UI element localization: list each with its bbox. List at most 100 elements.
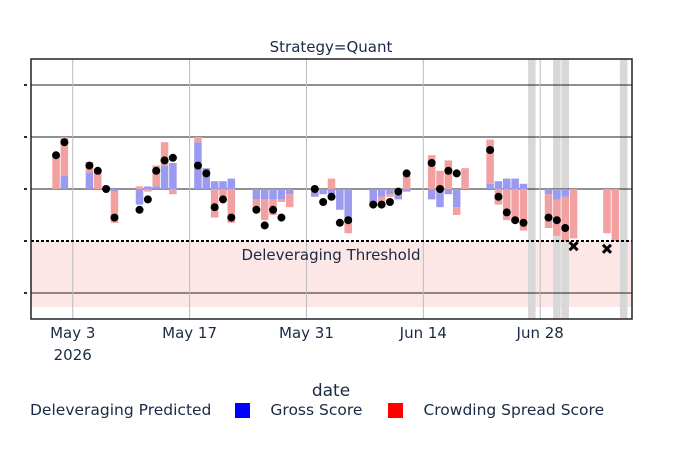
indicator-dot bbox=[93, 166, 102, 175]
indicator-dot bbox=[385, 198, 394, 206]
gross-score-bar bbox=[369, 189, 377, 205]
indicator-dot bbox=[502, 208, 511, 217]
gross-score-bar bbox=[169, 163, 177, 189]
gross-score-bar bbox=[227, 178, 236, 189]
indicator-dot bbox=[252, 205, 261, 214]
x-tick-label: May 3 bbox=[50, 324, 95, 342]
indicator-dot bbox=[544, 213, 553, 222]
crowding-spread-score-bar bbox=[561, 196, 569, 241]
gross-score-bar bbox=[561, 189, 569, 197]
threshold-label: Deleveraging Threshold bbox=[241, 246, 420, 264]
indicator-dot bbox=[427, 159, 436, 167]
indicator-dot bbox=[269, 205, 278, 214]
crowding-spread-score-bar bbox=[194, 137, 202, 143]
indicator-dot bbox=[210, 203, 219, 212]
gross-score-bar bbox=[344, 189, 352, 221]
x-marker-stroke bbox=[568, 241, 579, 252]
gross-score-bar bbox=[269, 189, 277, 200]
indicator-dot bbox=[310, 185, 319, 193]
indicator-dot bbox=[193, 161, 202, 170]
gross-score-bar bbox=[544, 189, 553, 195]
gross-score-bar bbox=[85, 172, 94, 189]
legend-item-crowding-spread-score[interactable]: Crowding Spread Score bbox=[388, 401, 604, 419]
indicator-dot bbox=[227, 213, 236, 222]
indicator-dot bbox=[143, 195, 152, 204]
indicator-dot bbox=[202, 169, 211, 178]
indicator-dot bbox=[402, 169, 411, 178]
crowding-spread-score-bar bbox=[277, 199, 286, 202]
indicator-dot bbox=[52, 151, 61, 160]
gross-score-bar bbox=[327, 189, 336, 195]
gross-score-bar bbox=[427, 189, 436, 200]
gross-score-bar bbox=[160, 165, 169, 189]
gross-score-bar bbox=[377, 189, 386, 197]
crowding-spread-score-bar bbox=[503, 189, 511, 221]
crowding-spread-score-bar bbox=[144, 189, 152, 192]
indicator-dot bbox=[436, 185, 445, 193]
crowding-spread-score-bar bbox=[219, 189, 227, 197]
y-axis-ticks bbox=[24, 84, 27, 294]
crowding-spread-score-bar bbox=[402, 176, 411, 189]
crowding-spread-score-bar bbox=[386, 194, 394, 197]
legend-swatch-gross-score bbox=[235, 402, 251, 418]
crowding-spread-score-bar bbox=[227, 189, 236, 223]
gross-score-bar bbox=[202, 168, 211, 189]
indicator-dot bbox=[60, 138, 69, 147]
x-tick-label: May 31 bbox=[279, 324, 334, 342]
crowding-spread-score-bar bbox=[52, 155, 60, 189]
crowding-spread-score-bar bbox=[344, 220, 352, 234]
crowding-spread-score-bar bbox=[486, 139, 494, 184]
indicator-dot bbox=[452, 169, 461, 178]
crowding-spread-score-bar bbox=[286, 194, 294, 208]
legend-item-gross-score[interactable]: Gross Score bbox=[235, 401, 362, 419]
gross-score-bar bbox=[210, 181, 219, 189]
crowding-spread-score-bar bbox=[569, 189, 578, 239]
gross-score-bar bbox=[511, 178, 519, 189]
indicator-dot bbox=[218, 195, 227, 204]
x-tick-sublabel: 2026 bbox=[54, 346, 92, 364]
x-marker-stroke bbox=[601, 243, 613, 254]
indicator-dot bbox=[277, 213, 286, 222]
gross-score-bar bbox=[110, 189, 119, 192]
legend-label-gross-score: Gross Score bbox=[270, 401, 363, 419]
gross-score-bar bbox=[60, 176, 69, 189]
x-tick-label: May 17 bbox=[162, 324, 217, 342]
gross-score-bar bbox=[486, 183, 494, 189]
indicator-dot bbox=[327, 192, 336, 201]
x-axis-title: date bbox=[312, 381, 350, 401]
indicator-dot bbox=[377, 200, 386, 209]
indicator-dot bbox=[344, 216, 353, 225]
gross-score-bar bbox=[553, 189, 561, 200]
indicator-dot bbox=[168, 153, 177, 162]
chart-title: Strategy=Quant bbox=[270, 38, 393, 56]
gross-score-bar bbox=[503, 178, 511, 189]
gross-score-bar bbox=[452, 189, 461, 208]
crowding-spread-score-bar bbox=[611, 189, 620, 241]
deleveraging-x-marker bbox=[601, 243, 613, 254]
indicator-dot bbox=[486, 146, 495, 154]
gross-score-bar bbox=[260, 189, 269, 200]
indicator-dot bbox=[394, 187, 403, 196]
indicator-dot bbox=[160, 156, 169, 165]
legend: Deleveraging Predicted Gross Score Crowd… bbox=[30, 399, 630, 421]
crowding-spread-score-bar bbox=[252, 199, 261, 210]
indicator-dot bbox=[319, 198, 328, 206]
gross-score-bar bbox=[336, 189, 344, 210]
plot-border bbox=[30, 58, 633, 320]
crowding-spread-score-bar bbox=[110, 191, 119, 223]
crowding-spread-score-bar bbox=[452, 207, 461, 215]
gross-score-bar bbox=[494, 181, 503, 189]
legend-swatch-crowding-spread-score bbox=[388, 402, 404, 418]
gross-score-bar bbox=[152, 186, 160, 189]
indicator-dot bbox=[135, 205, 144, 214]
indicator-dot bbox=[85, 161, 94, 170]
crowding-spread-score-bar bbox=[327, 178, 336, 189]
crowding-spread-score-bar bbox=[169, 189, 177, 195]
threshold-line-group: Deleveraging Threshold bbox=[31, 240, 632, 264]
indicator-dot bbox=[369, 200, 378, 209]
crowding-spread-score-bar bbox=[519, 189, 528, 231]
indicator-dot bbox=[102, 185, 111, 193]
crowding-spread-score-bar bbox=[544, 194, 553, 228]
indicator-dot bbox=[494, 192, 503, 201]
